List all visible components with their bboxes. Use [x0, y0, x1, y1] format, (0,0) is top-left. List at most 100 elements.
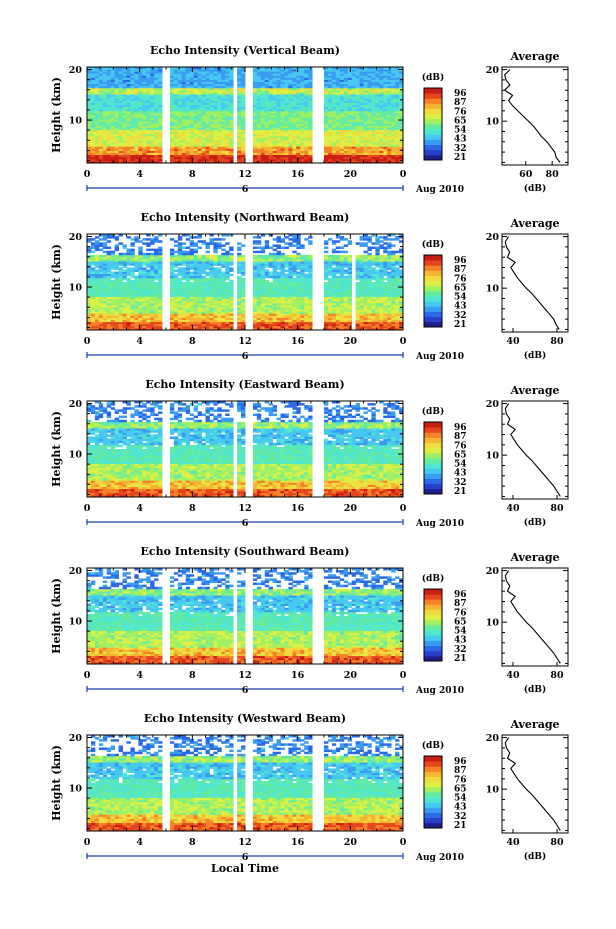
heatmap-cell: [193, 73, 198, 76]
heatmap-cell: [383, 108, 388, 112]
heatmap-cell: [331, 158, 337, 162]
heatmap-cell: [205, 154, 210, 158]
heatmap-cell: [150, 83, 155, 87]
heatmap-cell: [138, 254, 143, 258]
heatmap-cell: [110, 271, 116, 275]
heatmap-cell: [383, 150, 388, 153]
heatmap-cell: [98, 315, 104, 318]
heatmap-cell: [94, 327, 100, 331]
heatmap-cell: [260, 106, 266, 110]
heatmap-cell: [130, 94, 135, 97]
heatmap-cell: [106, 67, 112, 70]
heatmap-cell: [90, 156, 96, 160]
heatmap-cell: [296, 81, 301, 85]
heatmap-cell: [260, 150, 266, 153]
heatmap-cell: [264, 67, 270, 70]
colorbar-swatch: [424, 108, 442, 115]
heatmap-cell: [209, 89, 214, 93]
heatmap-cell: [331, 142, 337, 145]
heatmap-cell: [90, 89, 96, 93]
heatmap-cell: [276, 121, 281, 124]
heatmap-cell: [351, 115, 356, 118]
heatmap-cell: [98, 85, 104, 89]
heatmap-cell: [185, 137, 191, 141]
heatmap-cell: [221, 85, 226, 89]
heatmap-cell: [114, 300, 119, 304]
heatmap-cell: [122, 273, 127, 277]
heatmap-cell: [339, 100, 345, 103]
heatmap-cell: [379, 69, 384, 72]
heatmap-cell: [177, 267, 183, 270]
heatmap-cell: [209, 83, 214, 87]
heatmap-cell: [197, 137, 202, 141]
heatmap-cell: [201, 85, 206, 89]
heatmap-cell: [118, 92, 123, 95]
heatmap-cell: [327, 112, 333, 116]
heatmap-cell: [173, 112, 179, 116]
heatmap-cell: [327, 144, 333, 147]
heatmap-cell: [122, 304, 127, 308]
heatmap-cell: [331, 85, 337, 89]
heatmap-cell: [391, 94, 396, 97]
heatmap-cell: [126, 256, 131, 260]
heatmap-cell: [110, 100, 116, 103]
heatmap-cell: [90, 140, 96, 143]
heatmap-cell: [189, 75, 195, 78]
heatmap-cell: [98, 300, 104, 304]
y-tick-label: 10: [69, 116, 83, 127]
heatmap-cell: [185, 104, 191, 108]
heatmap-cell: [213, 69, 218, 72]
heatmap-cell: [383, 121, 388, 124]
heatmap-cell: [201, 81, 206, 85]
heatmap-cell: [98, 288, 104, 291]
heatmap-cell: [209, 142, 214, 145]
heatmap-cell: [106, 123, 112, 126]
heatmap-cell: [126, 154, 131, 158]
heatmap-cell: [272, 79, 277, 83]
heatmap-cell: [110, 125, 116, 128]
heatmap-cell: [201, 100, 206, 103]
heatmap-cell: [146, 292, 151, 295]
heatmap-cell: [146, 142, 151, 145]
heatmap-cell: [276, 69, 281, 72]
heatmap-cell: [367, 110, 372, 114]
heatmap-cell: [268, 137, 274, 141]
heatmap-cell: [114, 102, 119, 105]
heatmap-cell: [308, 98, 313, 101]
heatmap-cell: [264, 81, 270, 85]
heatmap-cell: [110, 273, 116, 277]
heatmap-cell: [288, 119, 293, 122]
heatmap-cell: [327, 94, 333, 97]
heatmap-cell: [252, 236, 258, 239]
heatmap-cell: [193, 137, 198, 141]
heatmap-cell: [122, 75, 127, 78]
heatmap-cell: [193, 248, 198, 252]
heatmap-cell: [193, 119, 198, 122]
heatmap-cell: [158, 129, 163, 133]
heatmap-cell: [193, 102, 198, 105]
heatmap-cell: [229, 110, 234, 114]
heatmap-cell: [296, 87, 301, 91]
heatmap-cell: [205, 73, 210, 76]
heatmap-cell: [355, 77, 360, 80]
heatmap-cell: [102, 315, 108, 318]
heatmap-cell: [134, 277, 139, 281]
profile-x-label: (dB): [524, 183, 546, 194]
heatmap-cell: [371, 69, 376, 72]
heatmap-cell: [324, 71, 329, 74]
heatmap-cell: [98, 267, 104, 270]
heatmap-cell: [142, 296, 147, 300]
heatmap-cell: [371, 119, 376, 122]
heatmap-cell: [268, 104, 274, 108]
heatmap-cell: [193, 127, 198, 131]
heatmap-cell: [90, 75, 96, 78]
heatmap-cell: [327, 77, 333, 80]
heatmap-cell: [134, 125, 139, 128]
heatmap-cell: [118, 94, 123, 97]
heatmap-cell: [268, 87, 274, 91]
heatmap-cell: [106, 121, 112, 124]
heatmap-cell: [391, 106, 396, 110]
heatmap-cell: [205, 137, 210, 141]
heatmap-cell: [324, 67, 329, 70]
heatmap-cell: [399, 85, 404, 89]
